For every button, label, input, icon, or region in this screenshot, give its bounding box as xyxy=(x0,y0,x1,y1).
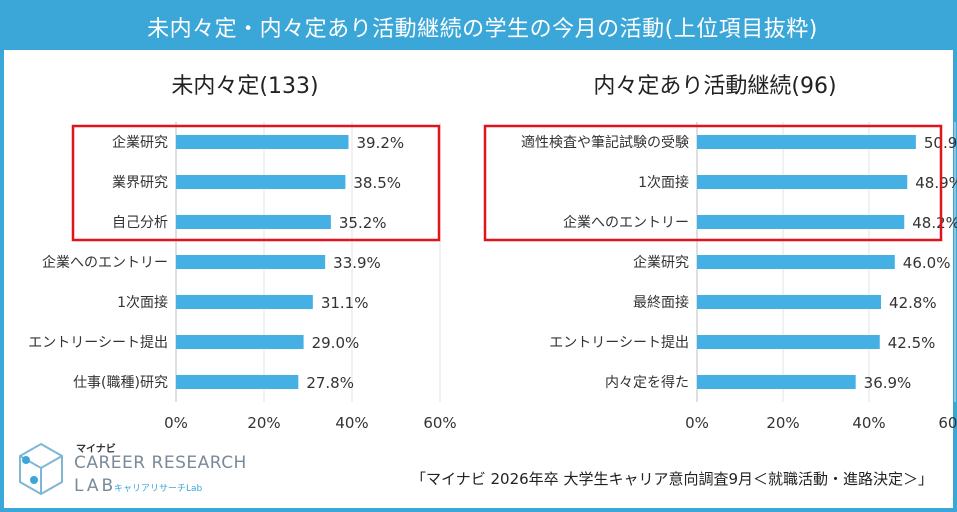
data-label: 48.2% xyxy=(912,214,957,232)
x-tick-label: 40% xyxy=(852,414,885,432)
bar xyxy=(697,375,856,389)
bar xyxy=(176,175,346,189)
category-label: 最終面接 xyxy=(633,294,689,311)
category-label: 企業研究 xyxy=(633,254,689,271)
chart-title-2: 内々定あり活動継続(96) xyxy=(593,74,836,99)
bar xyxy=(697,255,895,269)
bar xyxy=(697,335,880,349)
category-label: 内々定を得た xyxy=(605,374,689,391)
category-label: 1次面接 xyxy=(117,294,168,311)
data-label: 29.0% xyxy=(312,334,360,352)
highlight-box xyxy=(71,124,441,242)
logo-sub-text-jp: キャリアリサーチLab xyxy=(114,484,203,494)
x-tick-label: 20% xyxy=(247,414,280,432)
x-tick-label: 0% xyxy=(685,414,709,432)
x-tick-label: 60% xyxy=(423,414,456,432)
category-label: 企業へのエントリー xyxy=(563,214,689,231)
logo-sub-text: LAB xyxy=(74,476,117,496)
category-label: エントリーシート提出 xyxy=(549,335,689,351)
data-label: 33.9% xyxy=(333,254,381,272)
data-label: 39.2% xyxy=(356,134,404,152)
logo-main-text: CAREER RESEARCH xyxy=(74,453,247,473)
category-label: 仕事(職種)研究 xyxy=(73,375,168,391)
x-tick-label: 60% xyxy=(938,414,957,432)
bar xyxy=(697,215,905,229)
bar xyxy=(176,215,331,229)
data-label: 27.8% xyxy=(306,374,354,392)
bar xyxy=(176,335,304,349)
bar xyxy=(697,295,882,309)
bar xyxy=(176,375,299,389)
figure-title: 未内々定・内々定あり活動継続の学生の今月の活動(上位項目抜粋) xyxy=(4,4,957,50)
category-label: 適性検査や筆記試験の受験 xyxy=(521,134,689,151)
x-tick-label: 40% xyxy=(335,414,368,432)
bar xyxy=(176,135,349,149)
highlight-box xyxy=(483,124,943,242)
data-label: 48.9% xyxy=(915,174,957,192)
data-label: 42.5% xyxy=(888,334,936,352)
bar xyxy=(697,175,908,189)
logo-top-text: マイナビ xyxy=(76,444,116,455)
x-tick-label: 20% xyxy=(766,414,799,432)
category-label: 企業へのエントリー xyxy=(42,254,168,271)
bar xyxy=(176,255,326,269)
source-caption: 「マイナビ 2026年卒 大学生キャリア意向調査9月＜就職活動・進路決定＞」 xyxy=(411,470,933,488)
category-label: 1次面接 xyxy=(638,174,689,191)
category-label: 業界研究 xyxy=(112,175,168,191)
cube-logo-icon xyxy=(19,442,63,496)
data-label: 46.0% xyxy=(903,254,951,272)
chart-title-1: 未内々定(133) xyxy=(171,74,318,99)
bar xyxy=(697,135,916,149)
career-research-lab-logo: マイナビ CAREER RESEARCH LAB キャリアリサーチLab xyxy=(14,438,246,504)
data-label: 31.1% xyxy=(321,294,369,312)
data-label: 42.8% xyxy=(889,294,937,312)
category-label: エントリーシート提出 xyxy=(28,335,168,351)
bar xyxy=(176,295,313,309)
data-label: 38.5% xyxy=(353,174,401,192)
category-label: 企業研究 xyxy=(112,134,168,151)
data-label: 35.2% xyxy=(339,214,387,232)
category-label: 自己分析 xyxy=(112,215,168,231)
data-label: 36.9% xyxy=(864,374,912,392)
x-tick-label: 0% xyxy=(164,414,188,432)
